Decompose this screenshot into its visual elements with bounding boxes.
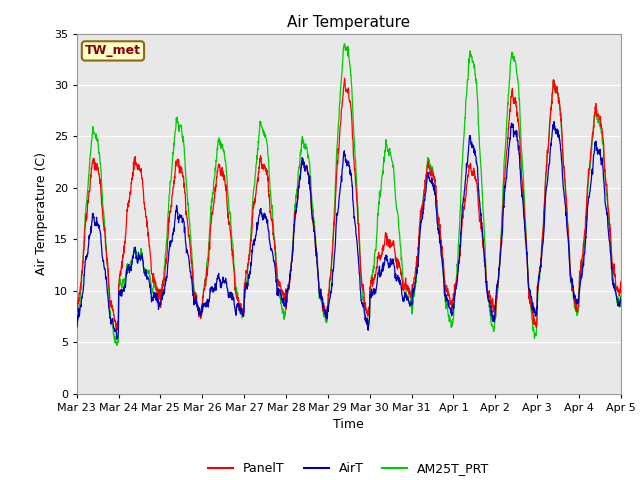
- AirT: [550, 119, 558, 124]
- AirT: [244, 283, 252, 289]
- AM25T_PRT: [358, 280, 365, 286]
- AM25T_PRT: [251, 174, 259, 180]
- PanelT: [244, 261, 252, 267]
- AirT: [617, 295, 625, 301]
- AM25T_PRT: [244, 265, 252, 271]
- PanelT: [358, 275, 365, 281]
- AM25T_PRT: [617, 293, 625, 299]
- Text: TW_met: TW_met: [85, 44, 141, 58]
- X-axis label: Time: Time: [333, 418, 364, 431]
- Legend: PanelT, AirT, AM25T_PRT: PanelT, AirT, AM25T_PRT: [203, 457, 495, 480]
- PanelT: [612, 286, 620, 292]
- AirT: [251, 238, 259, 243]
- AM25T_PRT: [340, 41, 348, 47]
- Line: AirT: AirT: [77, 121, 621, 339]
- Line: PanelT: PanelT: [77, 78, 621, 330]
- PanelT: [73, 307, 81, 312]
- PanelT: [340, 75, 348, 81]
- AM25T_PRT: [113, 343, 121, 348]
- AirT: [113, 336, 121, 342]
- AirT: [357, 298, 365, 304]
- AirT: [73, 324, 81, 330]
- AM25T_PRT: [73, 332, 81, 337]
- Line: AM25T_PRT: AM25T_PRT: [77, 44, 621, 346]
- Title: Air Temperature: Air Temperature: [287, 15, 410, 30]
- AM25T_PRT: [612, 293, 620, 299]
- PanelT: [236, 304, 243, 310]
- PanelT: [251, 195, 259, 201]
- AM25T_PRT: [538, 249, 545, 255]
- AirT: [538, 256, 545, 262]
- AirT: [612, 294, 620, 300]
- Y-axis label: Air Temperature (C): Air Temperature (C): [35, 152, 48, 275]
- AirT: [236, 307, 243, 313]
- PanelT: [538, 244, 545, 250]
- PanelT: [617, 279, 625, 285]
- AM25T_PRT: [236, 303, 243, 309]
- PanelT: [113, 327, 121, 333]
